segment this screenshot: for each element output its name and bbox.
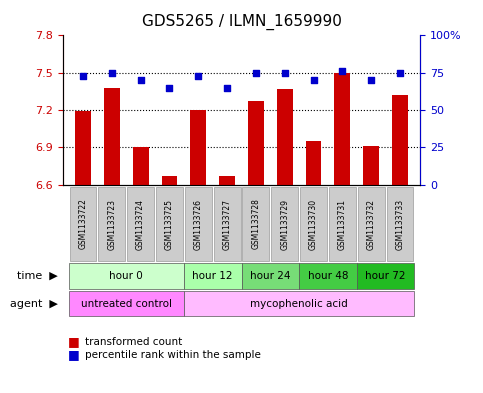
Point xyxy=(252,70,260,76)
Text: ■: ■ xyxy=(68,335,79,349)
Text: hour 72: hour 72 xyxy=(365,271,406,281)
Bar xyxy=(219,176,235,185)
Text: ■: ■ xyxy=(68,348,79,362)
Point xyxy=(396,70,404,76)
Text: percentile rank within the sample: percentile rank within the sample xyxy=(85,350,260,360)
Bar xyxy=(161,176,177,185)
Point xyxy=(339,68,346,74)
Bar xyxy=(75,111,91,185)
Text: GSM1133727: GSM1133727 xyxy=(223,198,231,250)
Point xyxy=(223,84,231,91)
Text: GSM1133730: GSM1133730 xyxy=(309,198,318,250)
Point xyxy=(137,77,144,83)
Point xyxy=(281,70,289,76)
Point xyxy=(79,73,87,79)
Text: GSM1133722: GSM1133722 xyxy=(78,198,87,250)
Point xyxy=(368,77,375,83)
Bar xyxy=(104,88,120,185)
Text: GSM1133732: GSM1133732 xyxy=(367,198,376,250)
Bar xyxy=(133,147,149,185)
Text: GSM1133724: GSM1133724 xyxy=(136,198,145,250)
Bar xyxy=(248,101,264,185)
Bar xyxy=(392,95,408,185)
Text: hour 12: hour 12 xyxy=(192,271,233,281)
Text: mycophenolic acid: mycophenolic acid xyxy=(250,299,348,309)
Point xyxy=(310,77,317,83)
Bar xyxy=(277,89,293,185)
Text: GSM1133723: GSM1133723 xyxy=(107,198,116,250)
Text: hour 48: hour 48 xyxy=(308,271,348,281)
Point xyxy=(194,73,202,79)
Text: GSM1133729: GSM1133729 xyxy=(280,198,289,250)
Bar xyxy=(363,146,379,185)
Bar xyxy=(334,73,350,185)
Text: transformed count: transformed count xyxy=(85,337,182,347)
Text: GDS5265 / ILMN_1659990: GDS5265 / ILMN_1659990 xyxy=(142,14,341,30)
Text: untreated control: untreated control xyxy=(81,299,171,309)
Text: GSM1133728: GSM1133728 xyxy=(252,198,260,250)
Text: GSM1133725: GSM1133725 xyxy=(165,198,174,250)
Text: GSM1133726: GSM1133726 xyxy=(194,198,203,250)
Point xyxy=(108,70,115,76)
Bar xyxy=(190,110,206,185)
Text: hour 24: hour 24 xyxy=(250,271,291,281)
Text: hour 0: hour 0 xyxy=(109,271,143,281)
Bar xyxy=(306,141,322,185)
Text: GSM1133733: GSM1133733 xyxy=(396,198,405,250)
Text: agent  ▶: agent ▶ xyxy=(10,299,58,309)
Text: time  ▶: time ▶ xyxy=(17,271,58,281)
Point xyxy=(166,84,173,91)
Text: GSM1133731: GSM1133731 xyxy=(338,198,347,250)
